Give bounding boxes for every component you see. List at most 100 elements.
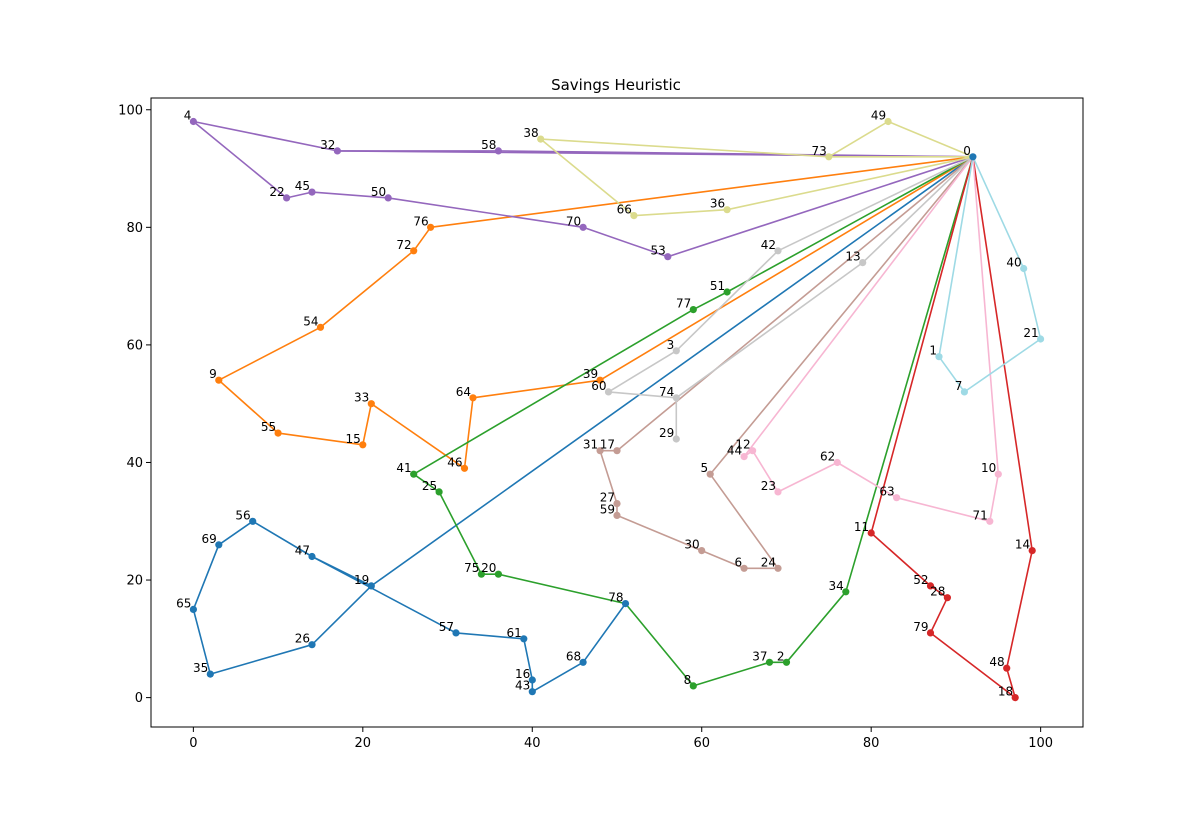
node-label-49: 49 bbox=[871, 109, 886, 123]
node-label-32: 32 bbox=[320, 138, 335, 152]
node-point-11 bbox=[867, 529, 875, 537]
y-tick-label: 40 bbox=[126, 456, 143, 471]
node-label-54: 54 bbox=[303, 314, 318, 328]
node-point-72 bbox=[410, 247, 418, 255]
node-label-78: 78 bbox=[608, 591, 623, 605]
node-point-37 bbox=[765, 658, 774, 666]
y-tick-label: 100 bbox=[118, 103, 143, 118]
node-label-11: 11 bbox=[854, 520, 869, 534]
node-point-36 bbox=[723, 206, 731, 214]
node-label-60: 60 bbox=[591, 379, 606, 393]
node-label-12: 12 bbox=[735, 438, 750, 452]
node-label-28: 28 bbox=[930, 585, 945, 599]
node-point-68 bbox=[579, 658, 587, 666]
route-line-3 bbox=[412, 156, 974, 687]
node-label-52: 52 bbox=[913, 573, 928, 587]
node-point-7 bbox=[960, 388, 969, 396]
node-point-44 bbox=[740, 453, 748, 461]
node-label-14: 14 bbox=[1015, 538, 1030, 552]
node-point-79 bbox=[926, 629, 935, 637]
node-label-42: 42 bbox=[761, 238, 776, 252]
node-label-64: 64 bbox=[456, 385, 471, 399]
node-point-16 bbox=[528, 676, 536, 684]
node-label-77: 77 bbox=[676, 297, 691, 311]
node-label-43: 43 bbox=[515, 679, 530, 693]
node-point-42 bbox=[774, 247, 782, 255]
node-label-8: 8 bbox=[684, 673, 692, 687]
node-label-76: 76 bbox=[413, 214, 428, 228]
node-point-65 bbox=[189, 605, 197, 614]
route-line-12 bbox=[938, 156, 1042, 393]
node-point-66 bbox=[630, 212, 638, 220]
node-point-43 bbox=[528, 688, 536, 696]
node-point-19 bbox=[367, 582, 375, 590]
node-label-16: 16 bbox=[515, 667, 530, 681]
x-tick-label: 20 bbox=[355, 736, 372, 751]
node-label-29: 29 bbox=[659, 426, 674, 440]
node-point-9 bbox=[215, 376, 223, 384]
node-point-31 bbox=[596, 447, 604, 455]
route-line-8 bbox=[743, 156, 1000, 523]
node-label-40: 40 bbox=[1006, 256, 1021, 270]
node-point-48 bbox=[1003, 664, 1011, 672]
node-point-22 bbox=[283, 194, 291, 202]
node-point-15 bbox=[359, 441, 367, 449]
node-point-32 bbox=[333, 147, 341, 155]
node-label-30: 30 bbox=[684, 538, 699, 552]
node-points bbox=[189, 117, 1045, 702]
node-point-12 bbox=[749, 447, 757, 455]
node-point-50 bbox=[384, 194, 392, 202]
node-point-41 bbox=[410, 470, 418, 478]
node-point-47 bbox=[308, 552, 316, 561]
node-label-7: 7 bbox=[955, 379, 963, 393]
node-point-34 bbox=[842, 588, 850, 596]
route-line-7 bbox=[599, 156, 974, 570]
node-label-63: 63 bbox=[879, 485, 894, 499]
node-label-21: 21 bbox=[1023, 326, 1038, 340]
node-label-46: 46 bbox=[447, 455, 462, 469]
node-point-29 bbox=[672, 435, 680, 443]
node-point-38 bbox=[537, 135, 545, 143]
route-line-10 bbox=[539, 138, 974, 217]
node-label-74: 74 bbox=[659, 385, 674, 399]
plot-frame bbox=[150, 97, 1084, 728]
node-point-76 bbox=[427, 223, 435, 231]
node-label-22: 22 bbox=[269, 185, 284, 199]
route-line-11 bbox=[828, 120, 974, 158]
node-point-8 bbox=[689, 682, 697, 690]
node-point-51 bbox=[723, 288, 731, 296]
node-point-77 bbox=[689, 306, 697, 314]
node-label-55: 55 bbox=[261, 420, 276, 434]
node-label-36: 36 bbox=[710, 197, 725, 211]
node-point-74 bbox=[672, 394, 680, 402]
node-label-33: 33 bbox=[354, 391, 369, 405]
node-label-70: 70 bbox=[566, 214, 581, 228]
node-label-5: 5 bbox=[701, 461, 709, 475]
y-tick-label: 20 bbox=[126, 574, 143, 589]
node-label-44: 44 bbox=[727, 444, 742, 458]
node-label-56: 56 bbox=[235, 508, 250, 522]
node-label-3: 3 bbox=[667, 338, 675, 352]
node-label-19: 19 bbox=[354, 573, 369, 587]
node-point-57 bbox=[452, 629, 460, 637]
node-point-13 bbox=[859, 259, 867, 267]
y-axis: 0 20 40 60 80 100 bbox=[118, 103, 151, 706]
route-line-4 bbox=[870, 156, 1033, 699]
node-label-61: 61 bbox=[507, 626, 522, 640]
node-point-21 bbox=[1037, 335, 1045, 343]
x-tick-label: 0 bbox=[189, 736, 197, 751]
node-label-75: 75 bbox=[464, 561, 479, 575]
node-label-35: 35 bbox=[193, 661, 208, 675]
node-point-1 bbox=[935, 353, 943, 361]
node-point-75 bbox=[477, 570, 485, 578]
node-label-18: 18 bbox=[998, 685, 1013, 699]
node-label-23: 23 bbox=[761, 479, 776, 493]
node-label-48: 48 bbox=[989, 655, 1004, 669]
node-label-66: 66 bbox=[617, 203, 632, 217]
node-label-62: 62 bbox=[820, 450, 835, 464]
node-label-72: 72 bbox=[396, 238, 411, 252]
node-label-53: 53 bbox=[651, 244, 666, 258]
node-point-60 bbox=[604, 388, 613, 396]
node-label-4: 4 bbox=[184, 109, 192, 123]
